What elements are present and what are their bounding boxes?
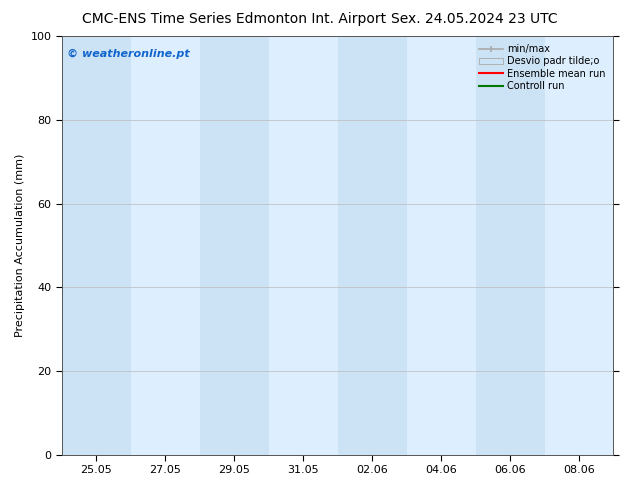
Bar (131, 36, 200, 455)
Text: © weatheronline.pt: © weatheronline.pt (67, 49, 190, 59)
Bar (476, 36, 545, 455)
Bar (200, 36, 269, 455)
Bar (62, 36, 131, 455)
Bar (338, 36, 406, 455)
Text: Sex. 24.05.2024 23 UTC: Sex. 24.05.2024 23 UTC (391, 12, 558, 26)
Y-axis label: Precipitation Accumulation (mm): Precipitation Accumulation (mm) (15, 154, 25, 337)
Bar (545, 36, 614, 455)
Bar (269, 36, 338, 455)
Bar (406, 36, 476, 455)
Legend: min/max, Desvio padr tilde;o, Ensemble mean run, Controll run: min/max, Desvio padr tilde;o, Ensemble m… (476, 41, 609, 94)
Text: CMC-ENS Time Series Edmonton Int. Airport: CMC-ENS Time Series Edmonton Int. Airpor… (82, 12, 387, 26)
